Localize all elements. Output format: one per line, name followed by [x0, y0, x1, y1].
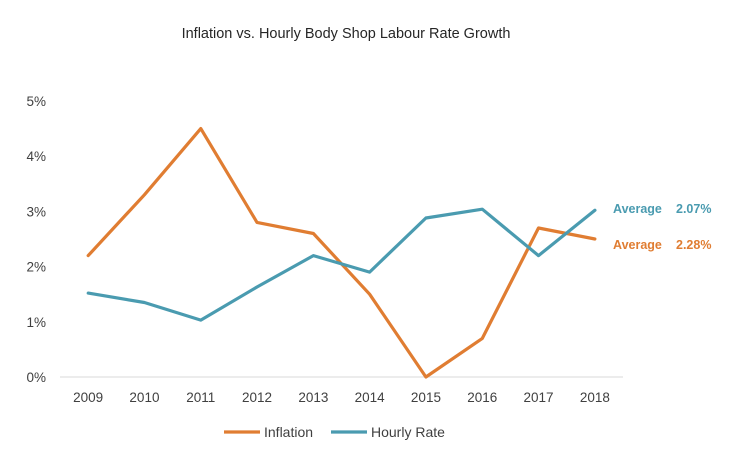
legend: Inflation Hourly Rate — [224, 424, 445, 440]
average-value: 2.07% — [676, 202, 711, 216]
average-label: Average — [613, 202, 662, 216]
y-tick-label: 3% — [26, 204, 46, 219]
x-tick-label: 2012 — [242, 390, 272, 405]
y-tick-label: 4% — [26, 149, 46, 164]
series-line-inflation — [86, 127, 597, 379]
series-line-hourly-rate — [86, 207, 597, 322]
x-tick-label: 2018 — [580, 390, 610, 405]
series-lines — [86, 127, 597, 379]
x-tick-label: 2013 — [298, 390, 328, 405]
average-value: 2.28% — [676, 238, 711, 252]
x-tick-label: 2017 — [524, 390, 554, 405]
x-axis-ticks: 2009 2010 2011 2012 2013 2014 2015 2016 2017 2018 — [73, 390, 610, 405]
average-label: Average — [613, 238, 662, 252]
y-axis-ticks: 0% 1% 2% 3% 4% 5% — [26, 94, 46, 385]
legend-label: Inflation — [264, 424, 313, 440]
legend-label: Hourly Rate — [371, 424, 445, 440]
x-tick-label: 2010 — [129, 390, 159, 405]
x-tick-label: 2011 — [186, 390, 215, 405]
y-tick-label: 0% — [26, 370, 46, 385]
y-tick-label: 2% — [26, 260, 46, 275]
x-tick-label: 2015 — [411, 390, 441, 405]
chart-title: Inflation vs. Hourly Body Shop Labour Ra… — [182, 26, 511, 42]
y-tick-label: 1% — [26, 315, 46, 330]
x-tick-label: 2014 — [355, 390, 386, 405]
x-tick-label: 2016 — [467, 390, 497, 405]
x-tick-label: 2009 — [73, 390, 103, 405]
y-tick-label: 5% — [26, 94, 46, 109]
average-annotations: Average 2.07% Average 2.28% — [613, 202, 711, 252]
